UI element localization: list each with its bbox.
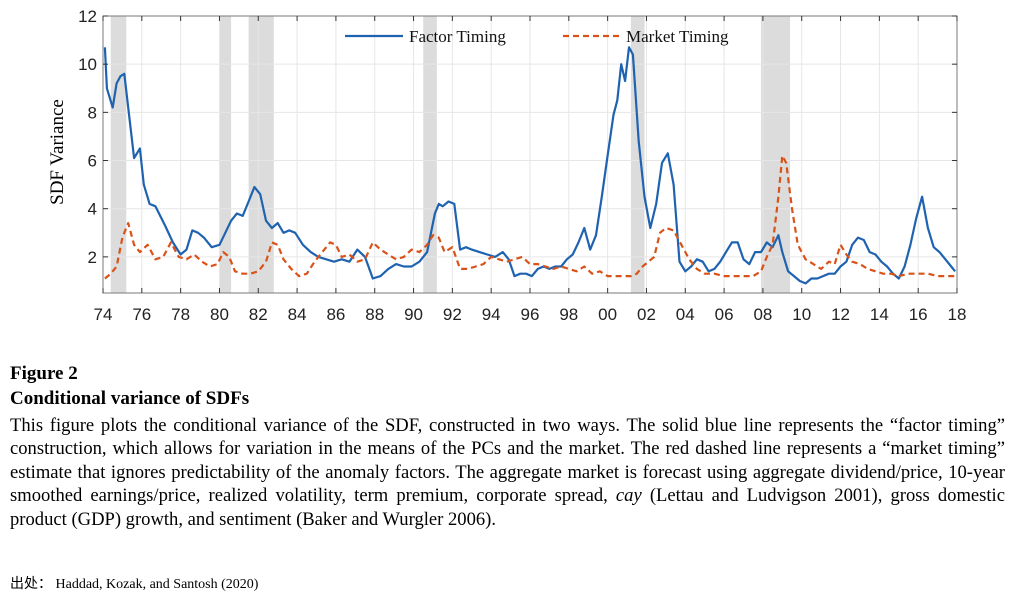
x-tick-label: 18 xyxy=(948,305,967,324)
recession-band xyxy=(423,16,437,293)
recession-band xyxy=(110,16,127,293)
x-tick-label: 86 xyxy=(326,305,345,324)
x-tick-label: 88 xyxy=(365,305,384,324)
caption-text-part1: This figure plots the conditional varian… xyxy=(10,415,1005,507)
recession-shading xyxy=(110,16,791,293)
x-tick-label: 96 xyxy=(521,305,540,324)
x-tick-label: 10 xyxy=(792,305,811,324)
y-tick-label: 8 xyxy=(88,103,97,122)
figure-label: Figure 2 xyxy=(10,363,78,384)
legend-label: Market Timing xyxy=(626,27,729,46)
x-tick-label: 84 xyxy=(288,305,307,324)
recession-band xyxy=(219,16,232,293)
x-tick-label: 82 xyxy=(249,305,268,324)
y-tick-label: 6 xyxy=(88,152,97,171)
x-tick-label: 98 xyxy=(559,305,578,324)
x-tick-label: 00 xyxy=(598,305,617,324)
y-tick-label: 10 xyxy=(78,55,97,74)
x-tick-label: 04 xyxy=(676,305,695,324)
x-tick-label: 74 xyxy=(94,305,113,324)
x-tick-label: 76 xyxy=(132,305,151,324)
sdf-variance-chart: 74 76 78 80 82 84 86 88 90 92 94 96 98 00 02 04 06 08 10 12… xyxy=(47,7,966,324)
figure-title: Conditional variance of SDFs xyxy=(10,388,250,409)
x-tick-label: 78 xyxy=(171,305,190,324)
series-lines xyxy=(103,46,956,285)
y-tick-label: 12 xyxy=(78,7,97,26)
x-tick-label: 90 xyxy=(404,305,423,324)
x-tick-label: 02 xyxy=(637,305,656,324)
axes: 74 76 78 80 82 84 86 88 90 92 94 96 98 00 02 04 06 08 10 12… xyxy=(78,7,966,324)
caption-text-italic: cay xyxy=(615,485,642,507)
x-tick-label: 08 xyxy=(753,305,772,324)
series-factor-timing-line xyxy=(103,46,956,285)
x-tick-label: 94 xyxy=(482,305,501,324)
y-axis-label: SDF Variance xyxy=(47,99,68,205)
legend: Factor Timing Market Timing xyxy=(345,27,729,46)
figure-caption: This figure plots the conditional varian… xyxy=(10,414,1005,531)
legend-label: Factor Timing xyxy=(409,27,506,46)
caption-text-part2: (Lettau and Ludvigson 2001), gross domes… xyxy=(10,485,1005,530)
x-tick-label: 06 xyxy=(715,305,734,324)
y-tick-label: 4 xyxy=(88,200,97,219)
source-note: 出处： Haddad, Kozak, and Santosh (2020) xyxy=(10,577,259,592)
x-tick-label: 16 xyxy=(909,305,928,324)
x-tick-label: 92 xyxy=(443,305,462,324)
x-tick-label: 12 xyxy=(831,305,850,324)
x-tick-label: 14 xyxy=(870,305,889,324)
x-tick-label: 80 xyxy=(210,305,229,324)
recession-band xyxy=(760,16,791,293)
y-tick-label: 2 xyxy=(88,248,97,267)
